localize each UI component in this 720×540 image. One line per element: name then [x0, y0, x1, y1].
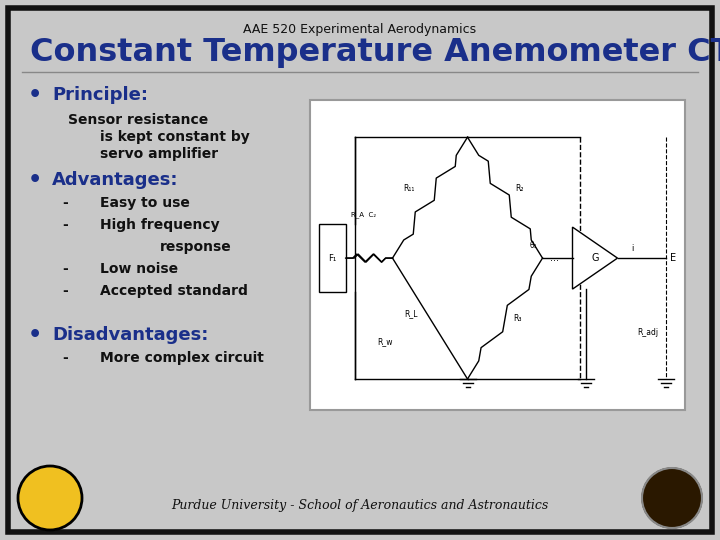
Text: Low noise: Low noise	[100, 262, 178, 276]
Text: -: -	[62, 196, 68, 210]
Text: servo amplifier: servo amplifier	[100, 147, 218, 161]
Text: Purdue University - School of Aeronautics and Astronautics: Purdue University - School of Aeronautic…	[171, 498, 549, 511]
Polygon shape	[572, 227, 618, 289]
Circle shape	[642, 468, 702, 528]
Text: -: -	[62, 218, 68, 232]
Text: R_A  C₂: R_A C₂	[351, 211, 376, 218]
Text: i: i	[631, 244, 634, 253]
Text: -: -	[62, 262, 68, 276]
Text: Principle:: Principle:	[52, 86, 148, 104]
Bar	[310, 100, 685, 410]
Circle shape	[18, 466, 82, 530]
Bar	[320, 224, 346, 292]
Text: Easy to use: Easy to use	[100, 196, 190, 210]
Text: Accepted standard: Accepted standard	[100, 284, 248, 298]
Text: High frequency: High frequency	[100, 218, 220, 232]
Text: response: response	[160, 240, 232, 254]
Text: •: •	[28, 85, 42, 105]
Text: is kept constant by: is kept constant by	[100, 130, 250, 144]
Text: E: E	[670, 253, 676, 263]
Text: F₁: F₁	[328, 254, 337, 262]
Text: R_w: R_w	[377, 338, 393, 346]
Text: Constant Temperature Anemometer CTA I: Constant Temperature Anemometer CTA I	[30, 37, 720, 68]
Text: R₂: R₂	[515, 184, 523, 193]
Text: More complex circuit: More complex circuit	[100, 351, 264, 365]
Text: ...: ...	[550, 253, 559, 263]
Text: -: -	[62, 351, 68, 365]
Text: R_adj: R_adj	[637, 328, 658, 337]
Text: •: •	[28, 325, 42, 345]
Text: Sensor resistance: Sensor resistance	[68, 113, 208, 127]
Text: AAE 520 Experimental Aerodynamics: AAE 520 Experimental Aerodynamics	[243, 24, 477, 37]
Text: Disadvantages:: Disadvantages:	[52, 326, 208, 344]
Text: R₁₁: R₁₁	[404, 184, 415, 193]
Text: G: G	[591, 253, 599, 263]
Text: R_L: R_L	[405, 309, 418, 318]
Text: θ₁: θ₁	[530, 241, 538, 250]
Text: Advantages:: Advantages:	[52, 171, 179, 189]
Text: -: -	[62, 284, 68, 298]
Text: R₃: R₃	[513, 314, 521, 323]
Text: •: •	[28, 170, 42, 190]
